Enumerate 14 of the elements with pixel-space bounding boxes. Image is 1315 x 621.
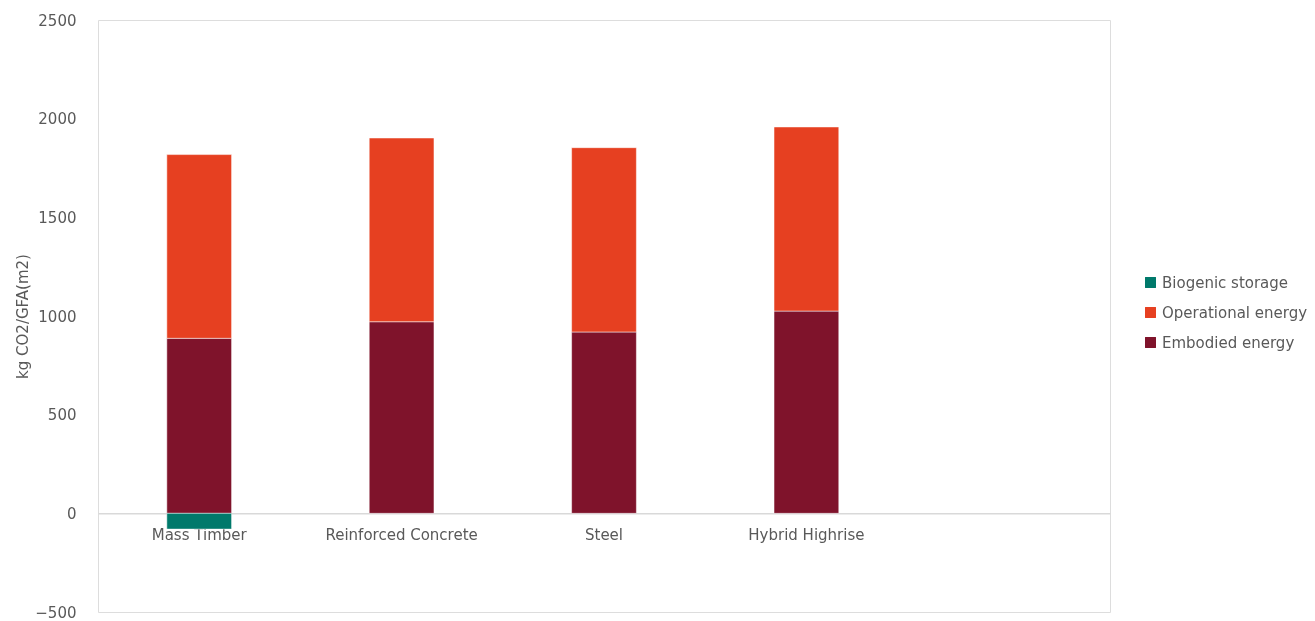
x-tick-label: Reinforced Concrete (325, 525, 478, 544)
y-tick-label: 2000 (38, 110, 77, 129)
y-tick-label: 0 (66, 504, 77, 523)
x-tick-label: Hybrid Highrise (748, 525, 865, 544)
y-tick-label: 2500 (38, 11, 77, 30)
y-axis-title: kg CO2/GFA(m2) (14, 254, 33, 379)
y-tick-label: −500 (35, 603, 77, 621)
x-tick-label: Steel (584, 525, 624, 544)
legend-label: Biogenic storage (1162, 273, 1289, 292)
legend-label: Operational energy (1162, 303, 1308, 322)
y-tick-label: 1500 (38, 208, 77, 227)
y-tick-label: 1000 (38, 307, 77, 326)
y-tick-label: 500 (47, 406, 77, 425)
legend-label: Embodied energy (1162, 333, 1295, 352)
